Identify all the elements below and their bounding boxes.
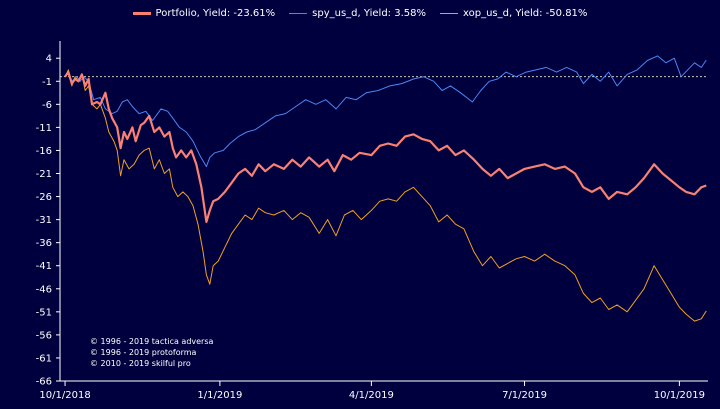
chart-series <box>64 55 707 322</box>
copyright-line-3: © 2010 - 2019 skilful pro <box>90 359 191 368</box>
y-tick-label: -26 <box>36 192 52 203</box>
y-tick-label: -6 <box>42 100 52 111</box>
y-tick-label: -16 <box>36 146 52 157</box>
y-tick-label: -61 <box>36 353 52 364</box>
x-tick-label: 10/1/2018 <box>39 390 90 401</box>
legend-label-spy: spy_us_d, Yield: 3.58% <box>312 8 426 19</box>
y-tick-label: -11 <box>36 123 52 134</box>
copyright-line-2: © 1996 - 2019 protoforma <box>90 348 197 357</box>
series-line-spy <box>64 55 707 168</box>
copyright-notice: © 1996 - 2019 tactica adversa © 1996 - 2… <box>90 336 213 369</box>
y-tick-label: -36 <box>36 238 52 249</box>
x-tick-label: 4/1/2019 <box>349 390 394 401</box>
y-tick-label: -21 <box>36 169 52 180</box>
y-tick-label: 4 <box>46 54 52 65</box>
legend-swatch-spy <box>289 13 308 14</box>
x-tick-label: 10/1/2019 <box>654 390 705 401</box>
chart-axes: 4 -1 -6 -11 -16 -21 -26 -31 -36 -41 -46 -51 -56 -61 -6… <box>36 41 708 401</box>
y-tick-label: -41 <box>36 261 52 272</box>
legend-item-xop: xop_us_d, Yield: -50.81% <box>440 8 587 19</box>
y-tick-label: -1 <box>42 77 52 88</box>
y-tick-label: -66 <box>36 377 52 388</box>
y-tick-label: -51 <box>36 307 52 318</box>
series-line-xop <box>64 69 707 322</box>
legend-item-portfolio: Portfolio, Yield: -23.61% <box>132 8 276 19</box>
copyright-line-1: © 1996 - 2019 tactica adversa <box>90 337 214 346</box>
legend-label-portfolio: Portfolio, Yield: -23.61% <box>155 8 276 19</box>
series-line-portfolio <box>64 71 707 223</box>
y-tick-label: -31 <box>36 215 52 226</box>
y-tick-label: -56 <box>36 330 52 341</box>
x-tick-label: 1/1/2019 <box>197 390 242 401</box>
legend-item-spy: spy_us_d, Yield: 3.58% <box>289 8 426 19</box>
x-tick-label: 7/1/2019 <box>502 390 547 401</box>
legend-label-xop: xop_us_d, Yield: -50.81% <box>463 8 588 19</box>
y-tick-label: -46 <box>36 284 52 295</box>
legend-swatch-xop <box>440 13 458 14</box>
legend-swatch-portfolio <box>132 12 151 15</box>
chart-legend: Portfolio, Yield: -23.61% spy_us_d, Yiel… <box>0 8 720 19</box>
